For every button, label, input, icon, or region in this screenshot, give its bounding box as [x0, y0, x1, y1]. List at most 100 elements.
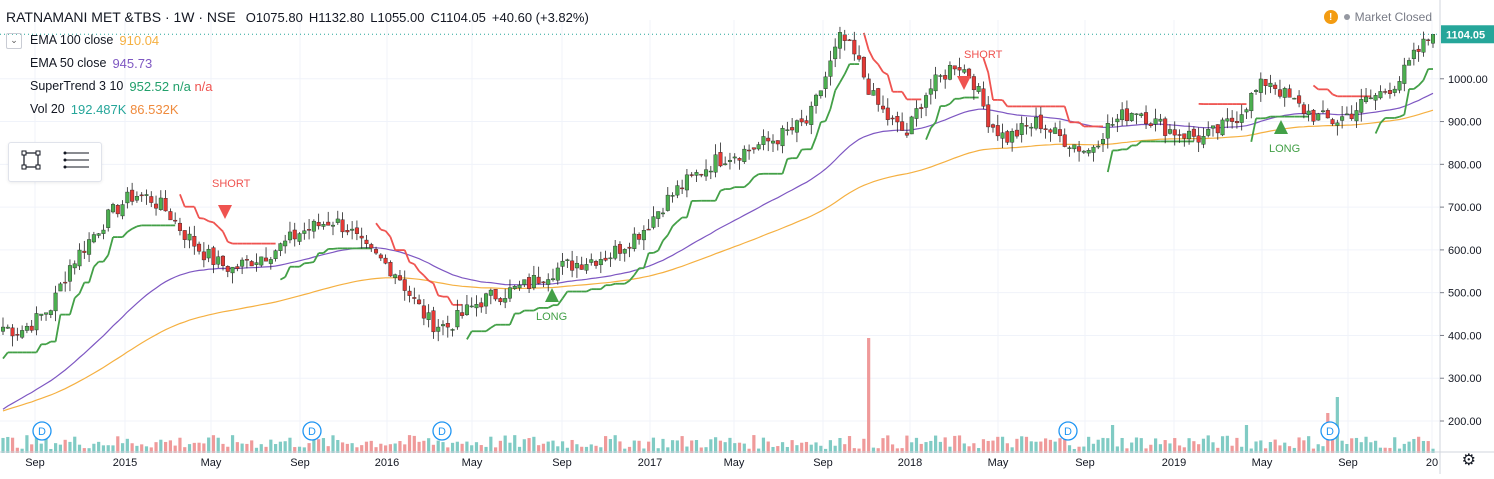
volume-bar — [532, 437, 535, 453]
candle-body — [298, 234, 302, 242]
volume-bar — [547, 442, 550, 453]
candle-body — [910, 117, 914, 134]
volume-bar — [1364, 437, 1367, 453]
supertrend-line — [586, 289, 591, 291]
supertrend-line — [410, 262, 415, 264]
supertrend-line — [103, 255, 108, 262]
legend-vol-row[interactable]: Vol 20 192.487K 86.532K — [6, 98, 589, 121]
supertrend-line — [223, 232, 228, 242]
volume-bar — [781, 442, 784, 453]
candle-body — [1264, 79, 1268, 85]
volume-bar — [64, 440, 67, 453]
supertrend-line — [720, 189, 725, 191]
settings-gear-icon[interactable]: ⚙ — [1462, 450, 1476, 470]
candle-body — [149, 196, 153, 202]
candle-body — [255, 263, 259, 265]
candle-body — [1087, 150, 1091, 153]
symbol-title[interactable]: RATNAMANI MET &TBS · 1W · NSE — [6, 6, 236, 29]
volume-bar — [1202, 439, 1205, 453]
volume-bar — [681, 436, 684, 453]
legend-supertrend-row[interactable]: SuperTrend 3 10 952.52 n/a n/a — [6, 75, 589, 98]
candle-body — [781, 128, 785, 146]
volume-bar — [97, 442, 100, 453]
candle-body — [274, 251, 278, 259]
volume-bar — [1355, 438, 1358, 453]
volume-bar — [331, 435, 334, 453]
volume-bar — [1187, 438, 1190, 453]
volume-bar — [1427, 441, 1430, 453]
dividend-marker-label: D — [1326, 426, 1334, 438]
candle-body — [986, 105, 990, 127]
short-arrow-icon — [218, 205, 232, 219]
candle-body — [1006, 131, 1010, 142]
candle-body — [331, 225, 335, 226]
candle-body — [1053, 128, 1057, 134]
candle-body — [1173, 130, 1177, 136]
candle-body — [1120, 110, 1124, 120]
supertrend-line — [1328, 89, 1333, 94]
legend-ema50-row[interactable]: EMA 50 close 945.73 — [6, 52, 589, 75]
volume-bar — [508, 443, 511, 453]
supertrend-value: 952.52 — [129, 75, 169, 98]
candle-body — [532, 275, 536, 288]
volume-bar — [279, 442, 282, 453]
candle-body — [1025, 125, 1029, 126]
supertrend-line — [888, 75, 893, 92]
candle-body — [838, 32, 842, 48]
volume-bar — [1058, 438, 1061, 453]
warning-icon[interactable]: ! — [1324, 10, 1338, 24]
supertrend-line — [1333, 94, 1338, 96]
signal-label: SHORT — [212, 178, 251, 190]
candle-body — [661, 213, 665, 214]
volume-bar — [1274, 440, 1277, 453]
candle-body — [1135, 114, 1139, 115]
candle-body — [16, 334, 20, 335]
candle-body — [20, 330, 24, 337]
volume-bar — [365, 442, 368, 453]
candle-body — [1240, 115, 1244, 123]
volume-bar — [958, 435, 961, 453]
ema50-label: EMA 50 close — [30, 52, 106, 75]
candle-body — [202, 252, 206, 260]
supertrend-line — [826, 109, 831, 121]
supertrend-line — [835, 82, 840, 90]
price-axis-label: 1000.00 — [1448, 74, 1488, 86]
candle-body — [800, 119, 804, 122]
volume-bar — [953, 436, 956, 453]
candle-body — [1302, 105, 1306, 114]
volume-bar — [551, 441, 554, 453]
collapse-legend-icon[interactable]: ⌄ — [6, 33, 22, 49]
volume-bar — [1173, 438, 1176, 453]
time-axis-label: May — [201, 457, 222, 469]
volume-bar — [867, 338, 870, 453]
candle-body — [264, 258, 268, 261]
candle-body — [97, 234, 101, 236]
candle-body — [809, 106, 813, 125]
candle-body — [508, 288, 512, 299]
volume-bar — [504, 436, 507, 453]
candle-body — [207, 249, 211, 258]
volume-bar — [422, 441, 425, 453]
candle-body — [1149, 124, 1153, 126]
candle-body — [1163, 119, 1167, 136]
volume-bar — [489, 437, 492, 453]
legend-ema100-row[interactable]: ⌄ EMA 100 close 910.04 — [6, 29, 589, 52]
candle-body — [642, 230, 646, 240]
volume-bar — [178, 438, 181, 453]
select-rect-icon[interactable] — [20, 149, 42, 176]
supertrend-line — [194, 207, 199, 218]
price-axis-label: 400.00 — [1448, 330, 1482, 342]
volume-bar — [322, 438, 325, 453]
candle-body — [164, 198, 168, 211]
time-axis-label: 2016 — [375, 457, 399, 469]
volume-bar — [1207, 435, 1210, 453]
ema100-label: EMA 100 close — [30, 29, 113, 52]
volume-bar — [413, 436, 416, 453]
lines-menu-icon[interactable] — [63, 149, 91, 176]
volume-bar — [513, 435, 516, 453]
supertrend-line — [673, 222, 678, 227]
ohlc-change: +40.60 (+3.82%) — [492, 6, 589, 29]
candle-body — [1226, 119, 1230, 121]
candle-body — [1273, 85, 1277, 89]
volume-bar — [1015, 439, 1018, 453]
